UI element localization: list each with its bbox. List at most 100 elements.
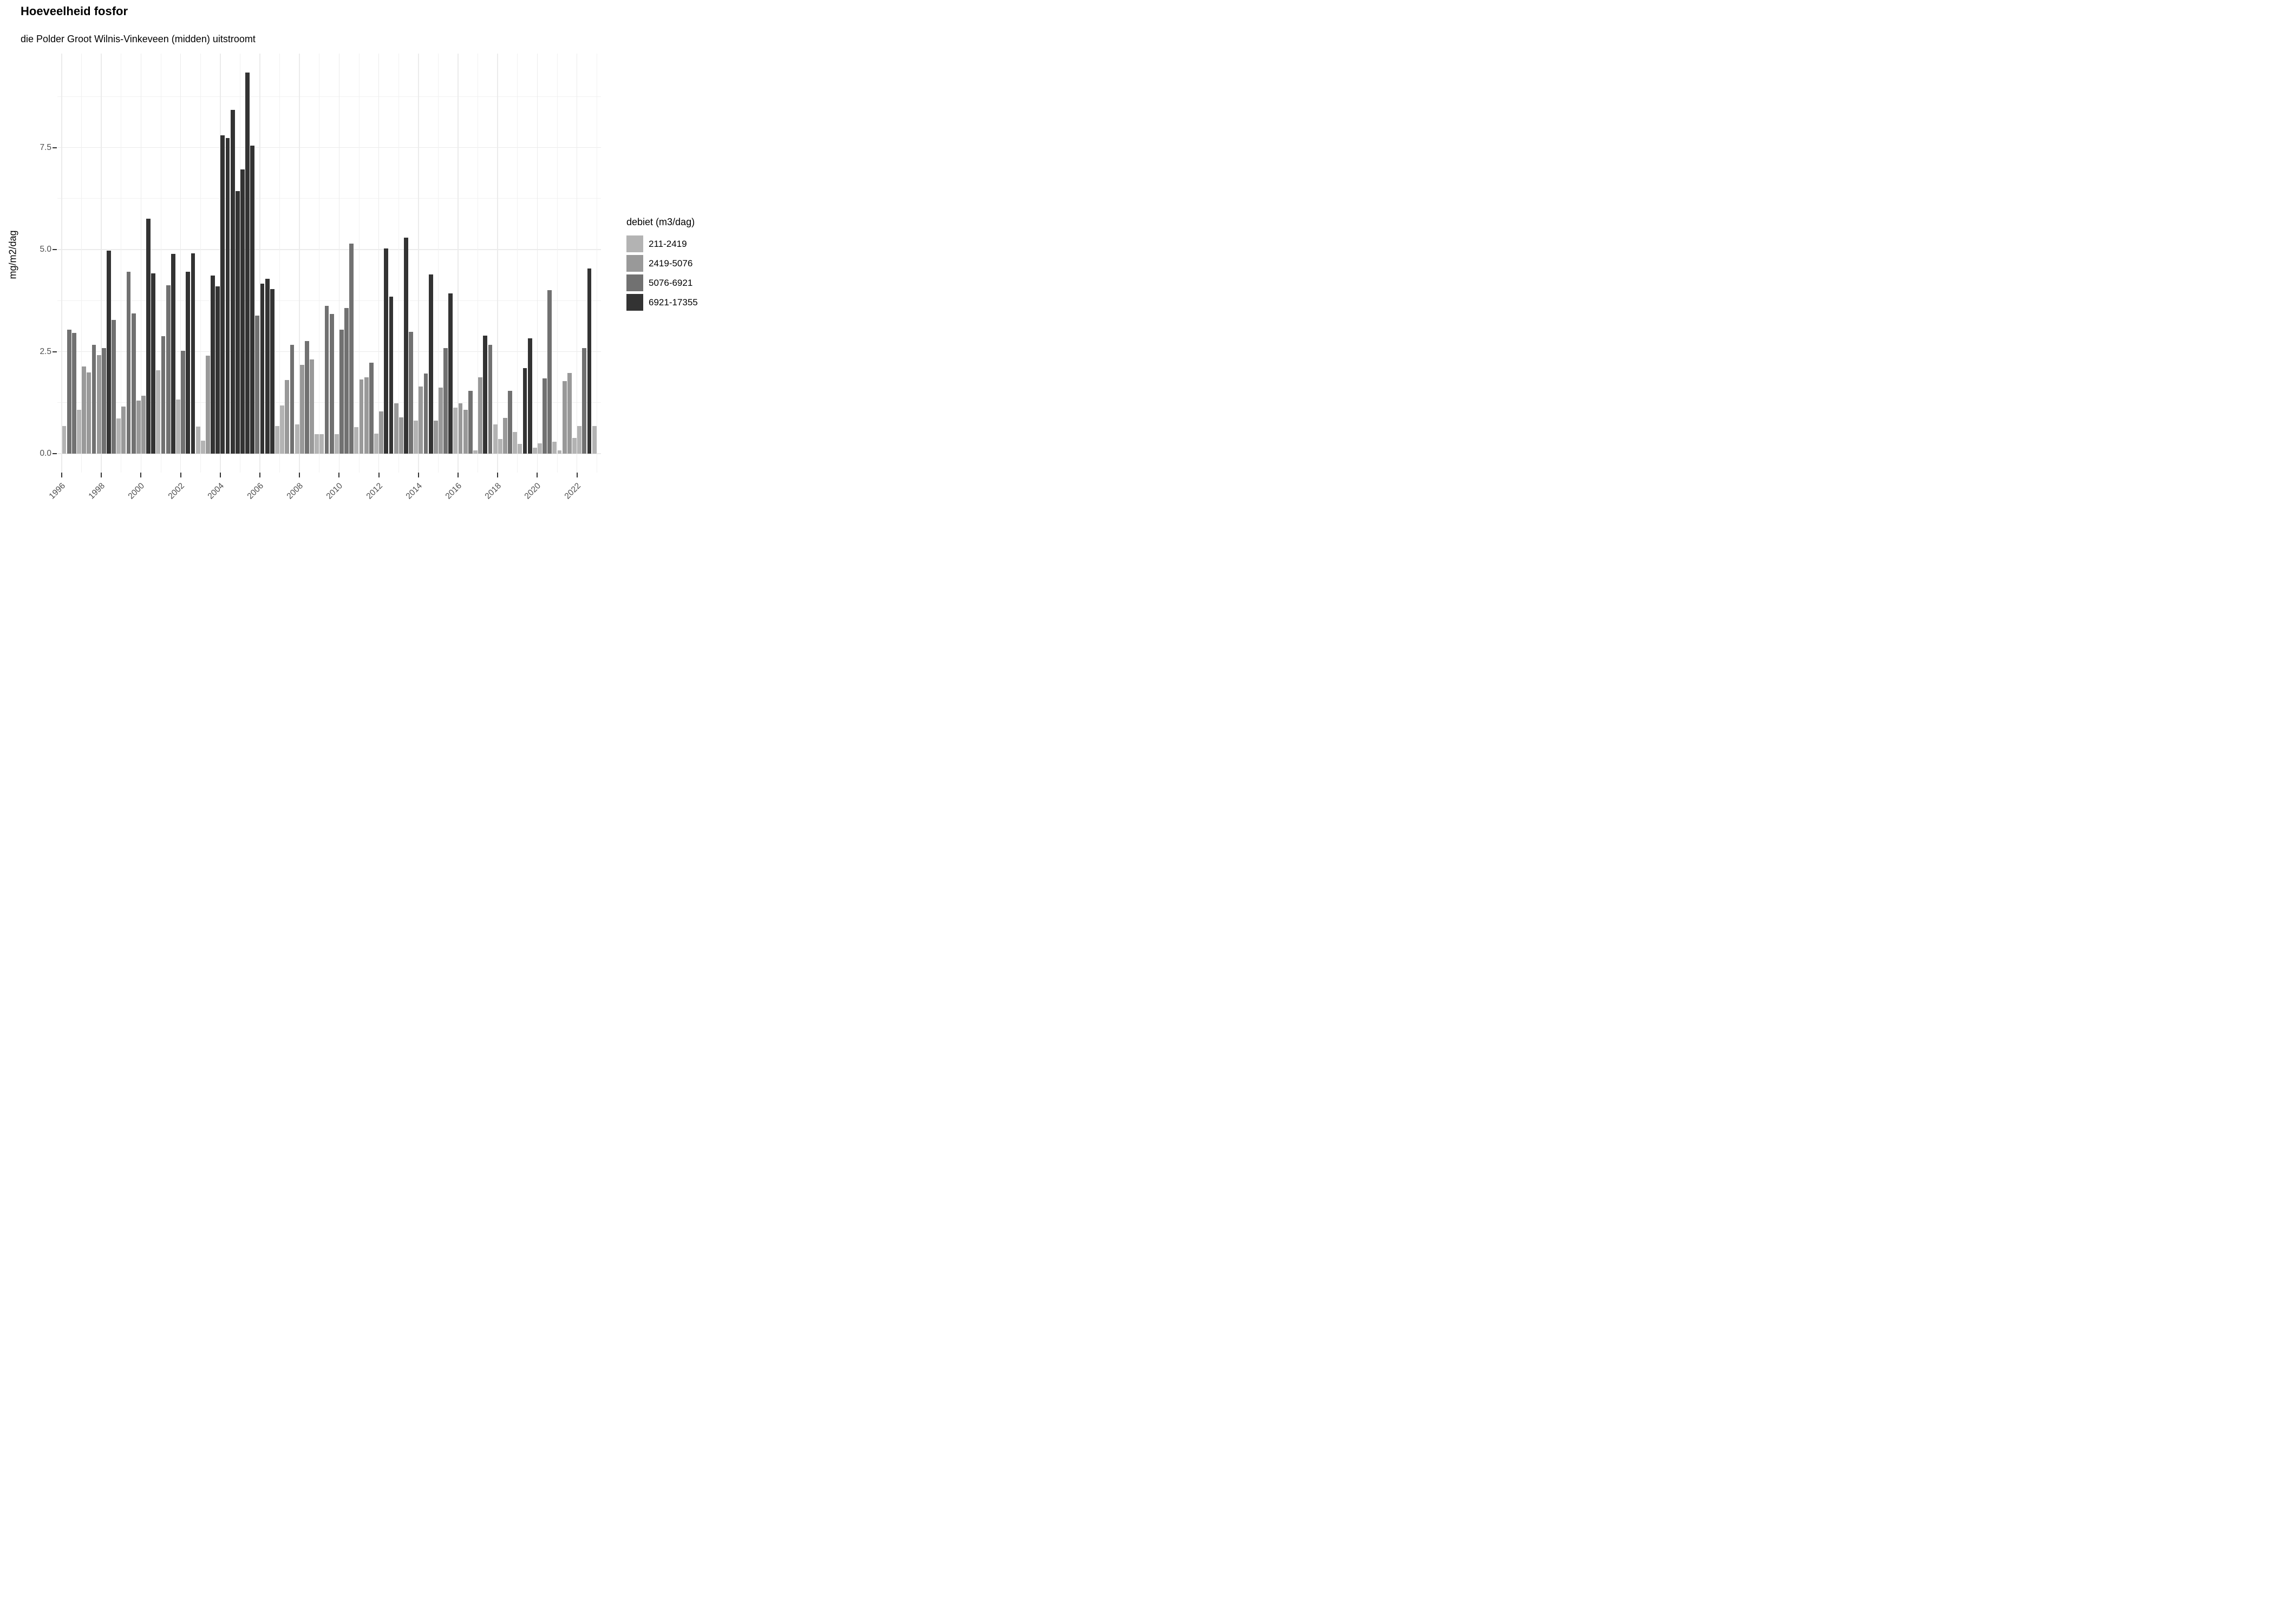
bar-2005-q1 [240, 169, 245, 454]
bar-1996-q3 [71, 332, 76, 454]
x-gridline-major [180, 54, 181, 473]
bar-2004-q1 [220, 135, 225, 454]
bar-1999-q2 [126, 271, 131, 454]
chart-figure: Hoeveelheid fosfor die Polder Groot Wiln… [0, 0, 758, 541]
bar-2019-q1 [518, 443, 522, 454]
x-tick-label: 2018 [483, 481, 504, 501]
bar-2019-q4 [532, 448, 537, 454]
bar-2015-q2 [443, 348, 448, 454]
x-gridline-major [299, 54, 300, 473]
bar-1999-q4 [136, 400, 141, 454]
bar-1999-q1 [121, 406, 126, 454]
x-tick-mark [259, 473, 260, 477]
x-tick-mark [219, 473, 221, 477]
bar-2003-q3 [211, 276, 215, 454]
x-gridline-major [378, 54, 380, 473]
bar-2022-q2 [582, 348, 587, 454]
bar-2004-q2 [225, 138, 230, 454]
x-gridline-major [259, 54, 260, 473]
x-tick-mark [180, 473, 181, 477]
bar-2003-q1 [200, 440, 205, 454]
legend-label: 2419-5076 [649, 258, 693, 269]
bar-2002-q1 [181, 350, 186, 454]
x-tick-mark [497, 473, 499, 477]
legend-swatch-icon [626, 235, 643, 252]
legend-item-211-2419: 211-2419 [626, 235, 698, 252]
bar-2017-q3 [488, 344, 493, 454]
bar-2009-q2 [324, 306, 329, 454]
bar-2019-q2 [522, 368, 527, 454]
legend-swatch-icon [626, 255, 643, 272]
y-gridline-minor [57, 198, 601, 199]
bar-2007-q1 [280, 405, 285, 454]
bar-2011-q2 [364, 377, 369, 454]
bar-2008-q2 [304, 340, 309, 454]
bar-2000-q1 [141, 395, 146, 454]
bar-2004-q3 [230, 110, 235, 454]
legend-item-6921-17355: 6921-17355 [626, 294, 698, 311]
x-tick-label: 2002 [166, 481, 186, 501]
y-gridline-minor [57, 300, 601, 301]
x-gridline-major [458, 54, 459, 473]
bar-2021-q2 [562, 381, 567, 454]
bar-2021-q4 [572, 437, 577, 454]
legend-swatch-icon [626, 274, 643, 291]
x-tick-mark [299, 473, 300, 477]
bar-2004-q4 [235, 191, 240, 454]
bar-2003-q2 [205, 356, 210, 454]
x-tick-mark [101, 473, 102, 477]
bar-2010-q4 [354, 427, 359, 454]
x-tick-mark [417, 473, 419, 477]
y-gridline-major [57, 147, 601, 148]
x-gridline-minor [517, 54, 518, 473]
x-tick-label: 2004 [206, 481, 226, 501]
bar-2002-q4 [195, 427, 200, 454]
legend-swatch-icon [626, 294, 643, 311]
chart-subtitle: die Polder Groot Wilnis-Vinkeveen (midde… [21, 34, 256, 44]
bar-2009-q3 [329, 314, 334, 454]
bar-2006-q1 [260, 283, 265, 454]
bar-2014-q2 [423, 374, 428, 454]
bar-2007-q2 [285, 380, 290, 454]
y-tick-label: 0.0 [40, 449, 51, 458]
x-tick-mark [537, 473, 538, 477]
bar-2014-q1 [419, 387, 423, 454]
legend: debiet (m3/dag) 211-2419 2419-5076 5076-69… [626, 217, 698, 313]
bar-1997-q1 [82, 366, 87, 454]
bar-2005-q2 [245, 72, 250, 454]
legend-title: debiet (m3/dag) [626, 217, 695, 227]
bar-2006-q2 [265, 278, 270, 454]
bar-2016-q4 [473, 450, 478, 454]
bar-2011-q1 [359, 379, 364, 454]
x-gridline-minor [81, 54, 82, 473]
bar-2019-q3 [527, 338, 532, 454]
y-gridline-major [57, 351, 601, 352]
bar-2012-q2 [384, 248, 389, 454]
x-gridline-major [140, 54, 142, 473]
bar-2013-q1 [398, 417, 403, 454]
bar-2012-q3 [389, 297, 394, 454]
y-tick-mark [53, 453, 57, 454]
bar-2020-q4 [552, 442, 557, 454]
bar-2014-q4 [433, 420, 438, 454]
legend-label: 6921-17355 [649, 297, 698, 307]
bar-2022-q1 [577, 426, 582, 454]
legend-label: 5076-6921 [649, 277, 693, 288]
x-gridline-major [220, 54, 221, 473]
x-tick-label: 2000 [127, 481, 147, 501]
legend-item-5076-6921: 5076-6921 [626, 274, 698, 291]
x-gridline-major [338, 54, 340, 473]
x-gridline-minor [437, 54, 439, 473]
bar-2010-q2 [344, 307, 349, 454]
x-gridline-major [576, 54, 578, 473]
y-gridline-major [57, 249, 601, 250]
bar-2012-q4 [394, 403, 398, 454]
x-tick-label: 2014 [404, 481, 424, 501]
bar-1997-q4 [96, 355, 101, 454]
bar-2017-q2 [483, 336, 488, 454]
bar-2000-q4 [156, 370, 161, 454]
bar-2009-q4 [334, 434, 339, 454]
bar-2009-q1 [319, 434, 324, 454]
bar-1997-q3 [92, 344, 96, 454]
x-gridline-minor [398, 54, 399, 473]
